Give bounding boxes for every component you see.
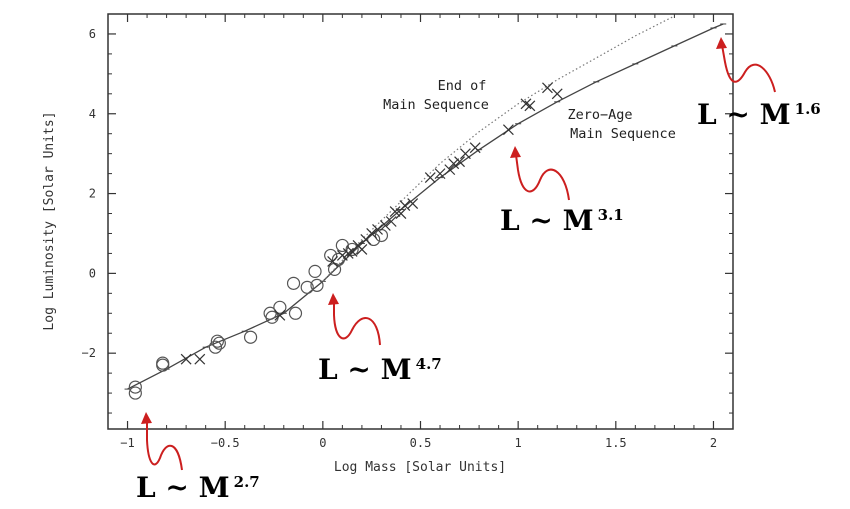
data-point-circle [310,278,324,292]
annotation-text: L ~ M 4.7 [318,353,442,386]
x-tick-label: 2 [710,436,717,450]
axis-ticks: −1 −0.5 0 0.5 1 1.5 2 −2 0 2 4 6 [82,13,733,450]
data-point-cross [454,156,465,168]
arrowhead [328,293,339,305]
data-point-circle [288,306,303,320]
data-point-cross [180,353,192,365]
data-point-circle [345,242,359,257]
data-point-cross [366,228,378,239]
data-point-circle [286,276,301,290]
data-point-circle [243,330,258,344]
annotation-1-6: L ~ M 1.6 [697,37,821,131]
data-point-cross [389,206,401,217]
data-point-cross [434,168,446,180]
data-point-circle [210,334,224,348]
data-point-circle [324,248,338,263]
end-ms-label-line1: End of [438,78,487,94]
data-point-cross [424,172,436,184]
y-tick-label: 0 [89,266,96,280]
arrowhead [141,412,152,424]
x-axis-label: Log Mass [Solar Units] [334,460,506,475]
annotation-arrow [721,44,776,93]
x-tick-label: −1 [120,436,134,450]
arrowhead [716,37,727,49]
data-point-cross [385,216,397,227]
x-tick-label: −0.5 [211,436,240,450]
data-point-cross [274,309,286,321]
annotation-arrow [146,420,183,471]
y-tick-label: 2 [89,187,96,201]
data-point-circle [308,264,322,278]
annotation-arrow [515,154,570,201]
annotation-text: L ~ M 3.1 [500,204,624,237]
annotation-3-1: L ~ M 3.1 [500,146,624,237]
annotation-text: L ~ M 1.6 [697,98,821,131]
data-point-circle [208,340,223,354]
x-tick-label: 0 [319,436,326,450]
end-ms-label-line2: Main Sequence [383,97,489,113]
arrowhead [510,146,521,158]
zams-curve [127,23,724,390]
data-point-cross [379,220,391,231]
annotation-arrow [333,302,381,346]
data-point-cross [502,124,514,136]
data-point-cross [395,208,407,219]
data-point-cross [444,164,456,176]
data-point-circle [273,300,287,314]
y-axis-label: Log Luminosity [Solar Units] [42,111,57,330]
data-point-cross [448,158,460,170]
data-point-cross [469,142,481,154]
data-point-cross [407,198,419,209]
x-tick-label: 1.5 [605,436,627,450]
annotation-2-7: L ~ M 2.7 [136,412,260,504]
data-point-cross [524,100,536,112]
annotation-text: L ~ M 2.7 [136,471,260,504]
zams-label-line2: Main Sequence [570,126,676,142]
data-point-cross [399,200,411,211]
annotation-4-7: L ~ M 4.7 [318,293,442,386]
data-point-circle [212,336,226,350]
zams-label-line1: Zero−Age [567,107,632,123]
data-point-circle [331,252,346,267]
data-point-cross [356,244,368,255]
y-tick-label: 6 [89,27,96,41]
data-point-circle [300,280,314,294]
data-point-circle [374,228,389,243]
x-tick-label: 0.5 [410,436,432,450]
curves [124,15,727,390]
y-tick-label: 4 [89,107,96,121]
y-tick-label: −2 [82,346,96,360]
data-markers [128,82,563,400]
data-point-circle [156,358,170,372]
data-point-cross [336,249,348,261]
data-point-circle [128,386,142,400]
data-point-cross [194,353,206,365]
data-point-cross [520,98,532,110]
data-point-cross [542,82,553,94]
data-point-cross [372,224,383,235]
data-point-cross [459,148,471,160]
x-tick-label: 1 [515,436,522,450]
data-point-cross [327,255,339,267]
data-point-cross [551,88,563,100]
data-point-circle [128,380,142,394]
end-ms-curve [322,15,675,282]
